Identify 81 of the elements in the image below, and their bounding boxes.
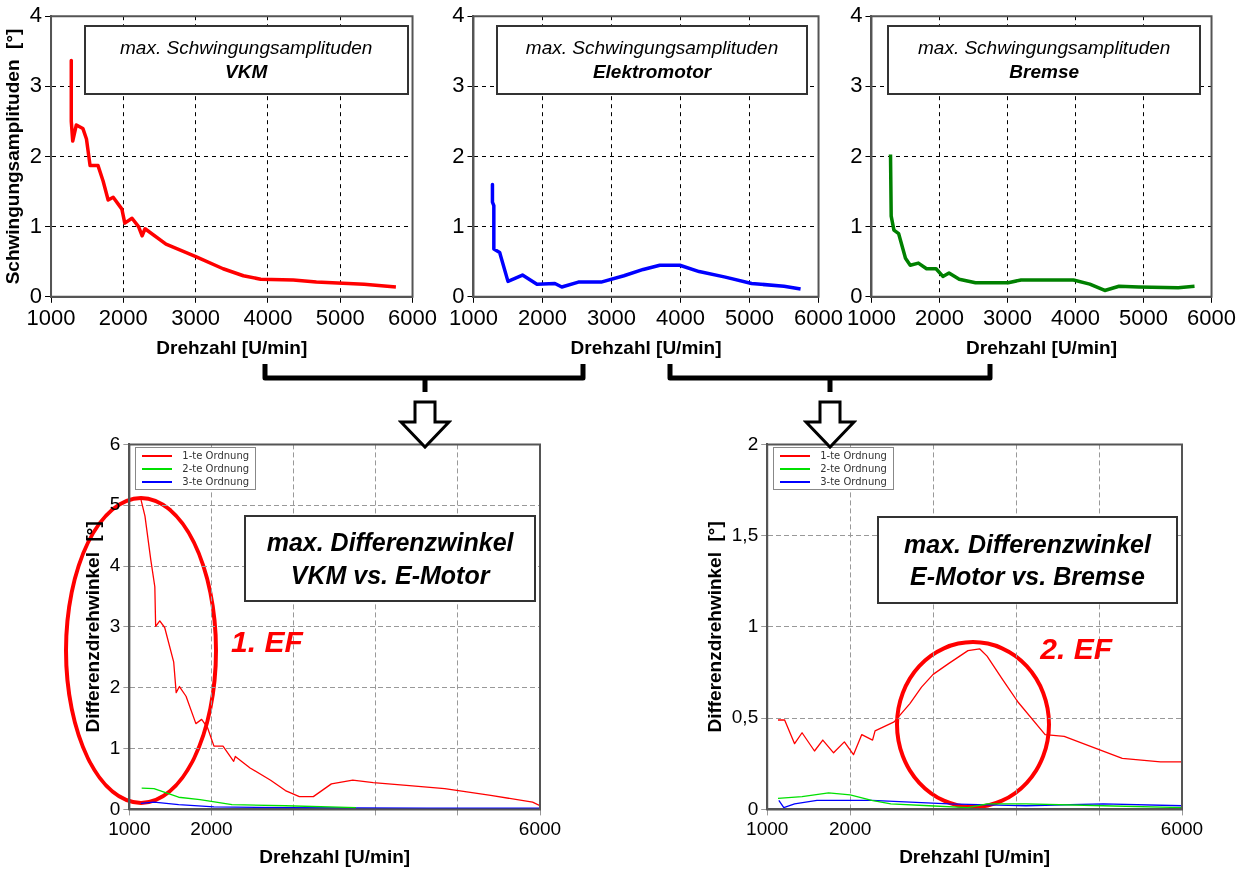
legend-label: 3-te Ordnung bbox=[820, 476, 887, 488]
x-axis-title: Drehzahl [U/min] bbox=[899, 845, 1051, 867]
x-tick-label: 2000 bbox=[518, 305, 567, 331]
x-tick-label: 1000 bbox=[448, 305, 498, 331]
x-tick-label: 4000 bbox=[243, 305, 293, 331]
y-tick-label: 1 bbox=[747, 615, 759, 637]
x-axis-title: Drehzahl [U/min] bbox=[966, 336, 1117, 358]
y-axis-title: Schwingungsamplituden [°] bbox=[1, 28, 23, 285]
y-tick-label: 0 bbox=[109, 797, 121, 819]
y-axis-title: Differenzdrehwinkel [°] bbox=[81, 521, 103, 733]
annotation: max. Schwingungsamplituden bbox=[525, 35, 779, 60]
x-tick-label: 6000 bbox=[1160, 818, 1204, 840]
y-tick-label: 3 bbox=[29, 72, 43, 98]
annotation: max. Schwingungsamplituden bbox=[120, 35, 373, 60]
y-tick-label: 3 bbox=[109, 615, 121, 637]
x-axis-title: Drehzahl [U/min] bbox=[570, 336, 722, 358]
x-tick-label: 3000 bbox=[587, 305, 636, 331]
text-box: max. Schwingungsamplituden Elektromotor bbox=[495, 25, 809, 96]
annotation: Elektromotor bbox=[592, 60, 712, 85]
x-tick-label: 1000 bbox=[108, 818, 151, 840]
x-tick-label: 5000 bbox=[725, 305, 774, 331]
x-tick-label: 6000 bbox=[518, 818, 562, 840]
y-axis-title: Differenzdrehwinkel [°] bbox=[703, 521, 725, 733]
y-tick-label: 4 bbox=[850, 2, 863, 28]
text-box: max. Schwingungsamplituden Bremse bbox=[887, 25, 1202, 96]
y-tick-label: 6 bbox=[109, 432, 121, 454]
y-tick-label: 3 bbox=[850, 72, 863, 98]
x-axis-title: Drehzahl [U/min] bbox=[156, 336, 308, 358]
y-tick-label: 0 bbox=[452, 282, 465, 308]
y-tick-label: 4 bbox=[109, 554, 121, 576]
annotation: 1. EF bbox=[231, 624, 303, 659]
annotation: VKM bbox=[225, 60, 268, 85]
y-tick-label: 2 bbox=[109, 675, 121, 697]
y-tick-label: 2 bbox=[850, 142, 863, 168]
legend-label: 2-te Ordnung bbox=[820, 463, 887, 475]
y-tick-label: 1 bbox=[452, 212, 465, 238]
x-tick-label: 1000 bbox=[26, 305, 76, 331]
y-tick-label: 3 bbox=[452, 72, 465, 98]
annotation: E-Motor vs. Bremse bbox=[910, 561, 1145, 593]
x-tick-label: 2000 bbox=[829, 818, 872, 840]
y-tick-label: 1 bbox=[850, 212, 863, 238]
legend-label: 1-te Ordnung bbox=[820, 450, 887, 462]
x-tick-label: 2000 bbox=[190, 818, 233, 840]
annotation: max. Schwingungsamplituden bbox=[918, 35, 1171, 60]
text-box: max. Differenzwinkel E-Motor vs. Bremse bbox=[877, 516, 1178, 605]
x-tick-label: 6000 bbox=[388, 305, 438, 331]
annotation: 2. EF bbox=[1040, 631, 1113, 666]
x-tick-label: 3000 bbox=[983, 305, 1032, 331]
y-tick-label: 0,5 bbox=[731, 706, 759, 728]
y-tick-label: 1,5 bbox=[731, 523, 759, 545]
x-tick-label: 6000 bbox=[1187, 305, 1237, 331]
x-axis-title: Drehzahl [U/min] bbox=[259, 845, 411, 867]
y-tick-label: 2 bbox=[29, 142, 43, 168]
x-tick-label: 6000 bbox=[794, 305, 844, 331]
x-tick-label: 2000 bbox=[915, 305, 964, 331]
y-tick-label: 4 bbox=[29, 2, 43, 28]
x-tick-label: 4000 bbox=[656, 305, 705, 331]
x-tick-label: 1000 bbox=[846, 305, 896, 331]
annotation: Bremse bbox=[1009, 60, 1080, 85]
x-tick-label: 1000 bbox=[746, 818, 789, 840]
text-box: max. Schwingungsamplituden VKM bbox=[83, 25, 409, 96]
x-tick-label: 3000 bbox=[171, 305, 221, 331]
legend-label: 2-te Ordnung bbox=[182, 463, 250, 475]
annotation: max. Differenzwinkel bbox=[266, 527, 514, 559]
x-tick-label: 2000 bbox=[98, 305, 148, 331]
x-tick-label: 5000 bbox=[315, 305, 365, 331]
annotation: VKM vs. E-Motor bbox=[290, 559, 490, 591]
x-tick-label: 5000 bbox=[1119, 305, 1168, 331]
annotation: max. Differenzwinkel bbox=[904, 528, 1151, 560]
x-tick-label: 4000 bbox=[1051, 305, 1100, 331]
y-tick-label: 0 bbox=[747, 797, 759, 819]
y-tick-label: 2 bbox=[747, 432, 759, 454]
y-tick-label: 1 bbox=[29, 212, 43, 238]
text-box: max. Differenzwinkel VKM vs. E-Motor bbox=[244, 515, 536, 603]
y-tick-label: 4 bbox=[452, 2, 465, 28]
y-tick-label: 2 bbox=[452, 142, 465, 168]
y-tick-label: 1 bbox=[109, 736, 121, 758]
y-tick-label: 0 bbox=[29, 282, 43, 308]
legend-label: 3-te Ordnung bbox=[182, 476, 250, 488]
y-tick-label: 0 bbox=[850, 282, 863, 308]
legend-label: 1-te Ordnung bbox=[182, 450, 250, 462]
